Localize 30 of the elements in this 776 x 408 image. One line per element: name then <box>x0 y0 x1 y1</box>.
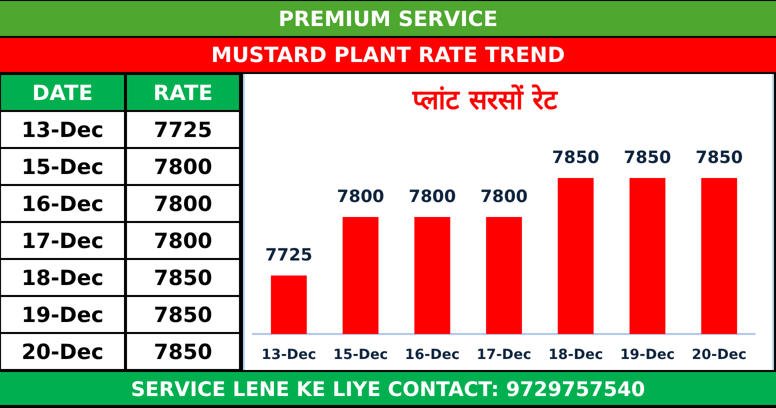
chart-subtitle: प्लांट सरसों रेट <box>411 83 559 117</box>
data-label: 7850 <box>127 334 239 369</box>
data-label: 7850 <box>695 148 743 168</box>
x-tick-label: 18-Dec <box>548 347 604 364</box>
data-label: 7850 <box>127 297 239 332</box>
x-tick-label: 13-Dec <box>262 347 316 364</box>
x-tick-label: 20-Dec <box>692 347 746 364</box>
data-label: 7800 <box>480 187 528 207</box>
category-label: 19-Dec <box>1 297 124 332</box>
data-label: 7800 <box>127 223 239 258</box>
data-label: 7725 <box>265 246 313 266</box>
data-label: 7850 <box>127 260 239 295</box>
x-tick-label: 19-Dec <box>620 347 675 364</box>
data-label: 7725 <box>127 112 239 147</box>
category-label: 16-Dec <box>1 186 124 221</box>
category-label: 18-Dec <box>1 260 124 295</box>
data-label: 7850 <box>552 148 600 168</box>
x-tick-label: 16-Dec <box>404 347 460 364</box>
data-label: 7800 <box>127 149 239 184</box>
text: RATE <box>127 75 239 110</box>
category-label: 13-Dec <box>1 112 124 147</box>
x-tick-label: 15-Dec <box>333 347 388 364</box>
data-label: 7800 <box>127 186 239 221</box>
data-label: 7800 <box>336 187 384 207</box>
text: DATE <box>1 75 124 110</box>
category-label: 15-Dec <box>1 149 124 184</box>
data-label: 7800 <box>408 187 456 207</box>
data-label: 7850 <box>624 148 672 168</box>
x-tick-label: 17-Dec <box>476 347 532 364</box>
category-label: 17-Dec <box>1 223 124 258</box>
